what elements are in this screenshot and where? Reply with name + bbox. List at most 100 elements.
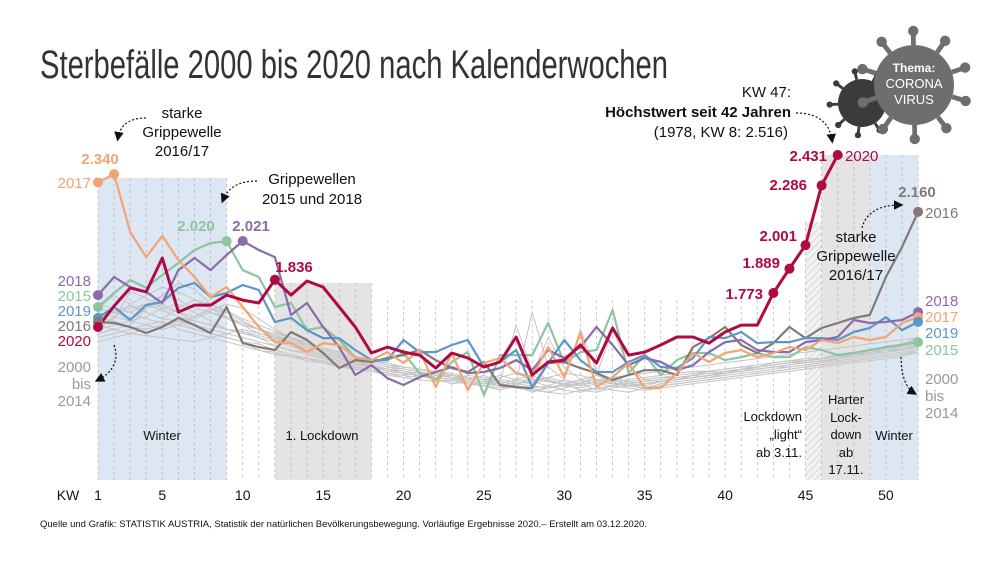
arrow-icon [220,180,258,204]
winter-left-label: Winter [143,428,181,443]
hard-lockdown-label: Harter Lock- down ab 17.11. [828,392,865,477]
corona-virus-logo: Thema: CORONA VIRUS [826,25,971,145]
label-line: „light“ [769,427,802,442]
data-point-2016-kw52 [913,206,924,217]
legend-2015: 2015 [58,288,91,305]
value-label-2017: 2.340 [81,151,119,168]
annotation-line: Grippewellen [268,171,356,188]
x-tick-label: 15 [315,487,331,503]
annotation-line: (1978, KW 8: 2.516) [654,124,788,141]
virus-spike-tip [857,63,868,75]
legend-2018-right: 2018 [925,293,958,310]
x-tick-label: 50 [878,487,894,503]
virus-spike-tip [939,35,951,47]
legend-right: 2020 2016 2018 2017 2019 2015 2000 bis 2… [845,148,958,422]
virus-spike-tip [959,62,971,73]
series-lines [93,150,924,397]
virus-icon [857,25,971,145]
annotation-line: Grippewelle [816,248,895,265]
virus-spike-tip [908,25,919,37]
virus-spike-tip [941,123,952,134]
value-label-2016: 2.160 [898,184,936,201]
data-point-2018-kw1 [93,290,103,301]
series-line-2020 [96,154,840,377]
data-point-2017-kw2 [109,169,120,180]
data-point-2020-kw44 [784,263,795,274]
legend-2020-right: 2020 [845,148,878,165]
legend-grey-2: bis [72,376,91,393]
virus-spike-tip [909,133,920,145]
x-tick-label: 5 [158,487,166,503]
annotation-line: 2016/17 [155,143,209,160]
data-point-2020-kw46 [816,180,827,191]
legend-2019: 2019 [58,303,91,320]
virus-spike-tip [851,68,858,75]
data-point-2020-kw45 [800,240,811,251]
legend-grey-right-2: bis [925,388,944,405]
virus-spike-tip [877,123,889,135]
value-labels: 2.340 2.020 2.021 1.836 1.773 1.889 2.00… [81,148,936,303]
annotation-line: Höchstwert seit 42 Jahren [605,104,791,121]
data-point-2020-kw47 [832,150,843,160]
value-label-2020-kw44: 1.889 [742,255,780,272]
arrow-icon [114,117,147,142]
annotation-flu-right: starke Grippewelle 2016/17 [816,229,895,284]
legend-2016: 2016 [58,318,91,335]
annotation-line: 2016/17 [829,267,883,284]
x-tick-label: 25 [476,487,492,503]
winter-right-label: Winter [875,428,913,443]
annotation-line: Grippewelle [142,124,221,141]
x-axis-label: KW [57,487,80,503]
series-line-grey [97,328,919,393]
label-line: down [830,427,861,442]
arrow-icon [94,344,117,382]
virus-spike-tip [857,97,869,108]
chart-title: Sterbefälle 2000 bis 2020 nach Kalenderw… [40,43,668,87]
annotation-line: 2015 und 2018 [262,191,362,208]
logo-line-1: Thema: [893,61,936,75]
x-tick-label: 1 [94,487,102,503]
data-point-2019-kw52 [913,316,924,327]
value-label-2020-kw45: 2.001 [759,228,797,245]
label-line: Harter [828,392,865,407]
x-tick-label: 35 [637,487,653,503]
x-tick-label: 20 [396,487,412,503]
series-line-2019 [97,281,919,389]
arrow-icon [795,112,836,144]
annotation-flu-2015-2018: Grippewellen 2015 und 2018 [262,171,362,208]
label-line: ab 3.11. [756,445,802,460]
virus-spike-tip [876,36,887,47]
legend-grey-3: 2014 [58,393,91,410]
value-label-2015: 2.020 [177,218,215,235]
label-line: 17.11. [828,462,863,477]
legend-2016-right: 2016 [925,205,958,222]
data-point-2020-kw12 [269,274,280,285]
data-point-2017-kw1 [93,177,103,188]
lockdown-light-label: Lockdown „light“ ab 3.11. [743,409,802,460]
virus-body [874,45,954,125]
annotation-line: starke [836,229,877,246]
legend-2019-right: 2019 [925,325,958,342]
value-label-2018: 2.021 [232,218,270,235]
virus-spike-tip [826,101,833,108]
virus-spike-tip [833,80,840,87]
value-label-2020-kw12: 1.836 [275,259,313,276]
legend-grey-right-1: 2000 [925,371,958,388]
x-tick-label: 40 [717,487,733,503]
x-tick-label: 10 [235,487,251,503]
series-line-grey [97,299,919,387]
legend-grey-right-3: 2014 [925,405,958,422]
logo-line-3: VIRUS [894,92,934,107]
x-tick-label: 45 [798,487,814,503]
legend-2018: 2018 [58,273,91,290]
data-point-2015-kw9 [221,236,232,247]
data-point-2015-kw52 [913,337,924,348]
series-line-2016 [97,211,920,390]
label-line: ab [839,445,853,460]
virus-spike-tip [835,121,842,129]
value-label-2020-kw43: 1.773 [725,286,763,303]
annotation-kw47: KW 47: Höchstwert seit 42 Jahren (1978, … [605,84,791,141]
data-point-2020-kw1 [93,321,103,332]
x-tick-label: 30 [557,487,573,503]
